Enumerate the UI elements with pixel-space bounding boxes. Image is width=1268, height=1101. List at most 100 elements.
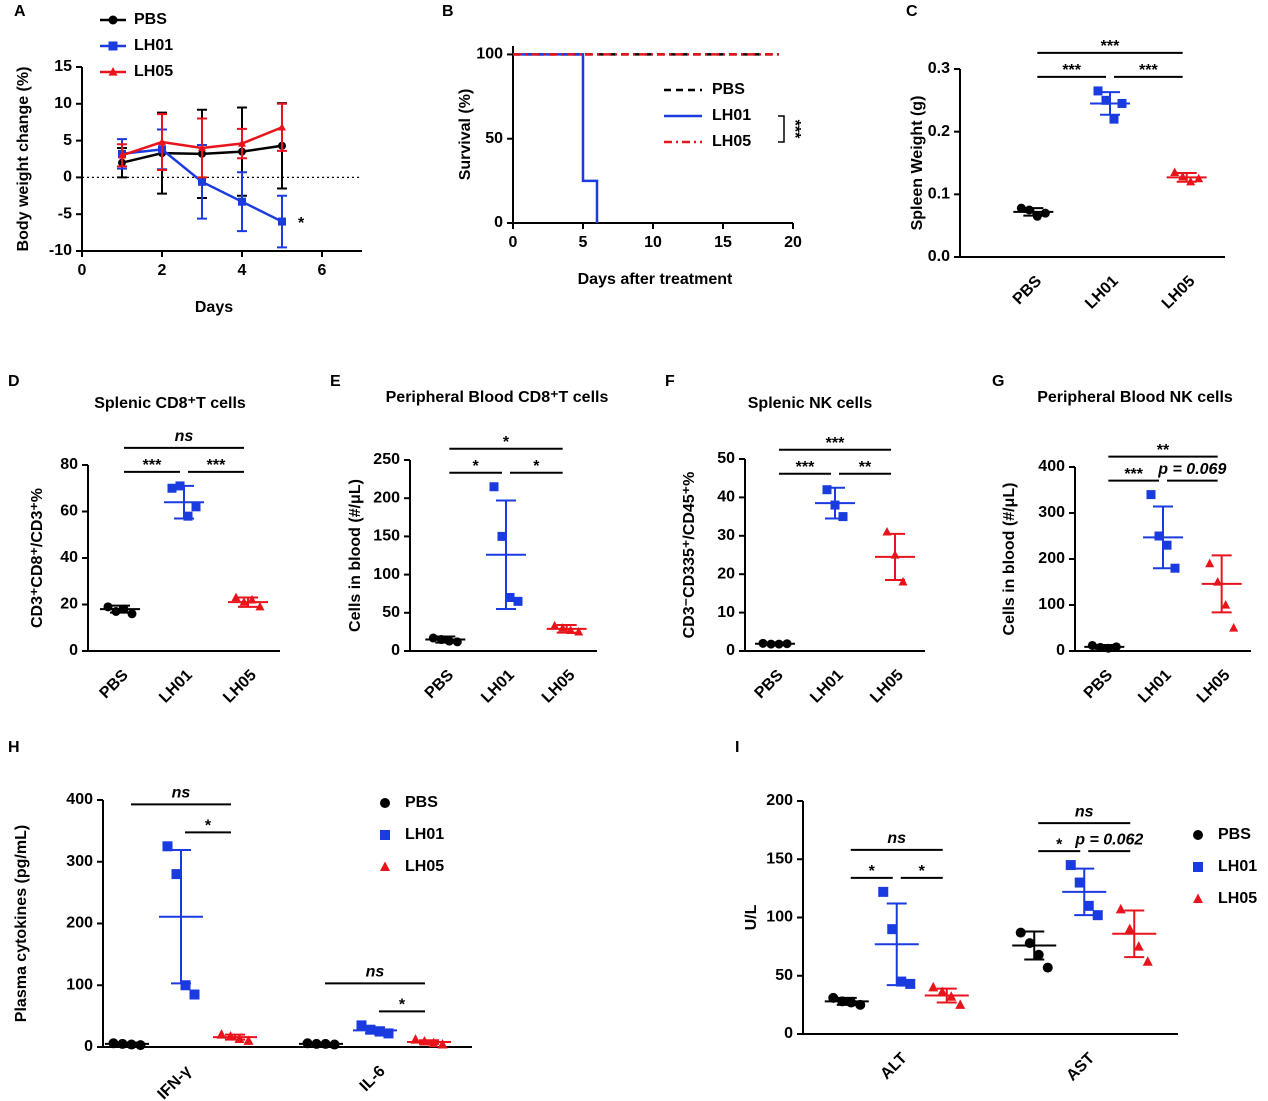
legend-label: LH01 [712, 107, 751, 124]
error-bar [1100, 91, 1120, 116]
marker [167, 483, 177, 493]
error-bar [311, 1042, 331, 1046]
marker [108, 41, 118, 51]
y-tick-label: 150 [766, 850, 793, 867]
marker [238, 197, 246, 206]
significance-label: p = 0.062 [1074, 831, 1143, 848]
error-bar [885, 532, 905, 581]
error-bar [435, 635, 456, 644]
y-axis-label: CD3⁻CD335⁺/CD45⁺% [681, 472, 698, 639]
marker [1092, 910, 1103, 921]
marker [225, 1031, 236, 1041]
significance-label: *** [826, 435, 845, 452]
y-tick-label: 30 [717, 527, 735, 544]
panel-label: B [442, 3, 454, 20]
marker [108, 67, 118, 76]
y-tick-label: -10 [49, 242, 72, 259]
error-bar [836, 996, 857, 1006]
legend-label: LH05 [405, 858, 444, 875]
marker [198, 143, 206, 152]
y-tick-label: 0 [69, 642, 78, 659]
y-axis-label: Survival (%) [457, 89, 474, 181]
x-tick-label: LH01 [156, 667, 196, 707]
marker [497, 531, 507, 541]
marker [905, 978, 916, 989]
annotation: * [298, 215, 305, 232]
marker [198, 177, 206, 186]
marker [1193, 830, 1203, 840]
panel-title: Peripheral Blood CD8⁺T cells [386, 389, 609, 406]
marker [135, 1040, 146, 1051]
x-tick-label: PBS [1010, 273, 1046, 309]
y-tick-label: 40 [60, 549, 78, 566]
marker [171, 869, 182, 880]
error-bar [1153, 505, 1173, 570]
y-tick-label: -5 [58, 205, 72, 222]
error-bar [936, 987, 957, 1004]
marker [955, 999, 966, 1009]
legend-label: PBS [134, 11, 167, 28]
significance-label: ns [172, 785, 191, 802]
y-tick-label: 60 [60, 503, 78, 520]
marker [380, 861, 390, 871]
marker [278, 217, 286, 226]
significance-label: * [1056, 836, 1063, 853]
series-line [513, 53, 599, 223]
y-tick-label: 50 [775, 967, 793, 984]
panel-title: Peripheral Blood NK cells [1037, 389, 1233, 406]
marker [383, 1028, 394, 1039]
panel-title: Splenic NK cells [748, 395, 873, 412]
marker [118, 150, 126, 159]
y-tick-label: 0 [726, 642, 735, 659]
marker [1109, 114, 1119, 124]
significance-label: * [919, 863, 926, 880]
panel-label: H [8, 739, 20, 756]
significance-bracket [778, 115, 785, 143]
error-bar [365, 1026, 385, 1035]
marker [822, 485, 832, 495]
significance-label: ** [1157, 442, 1170, 459]
x-tick-label: PBS [422, 667, 458, 703]
x-tick-label: PBS [1081, 667, 1117, 703]
y-tick-label: 0.2 [928, 123, 950, 140]
x-tick-label: 5 [579, 234, 588, 251]
marker [1074, 877, 1085, 888]
significance-label: *** [796, 459, 815, 476]
x-axis-label: Days [195, 299, 233, 316]
x-tick-label: 2 [158, 262, 167, 279]
error-bar [174, 484, 194, 520]
legend-label: LH05 [712, 133, 751, 150]
y-tick-label: 300 [1038, 504, 1065, 521]
y-tick-label: 200 [766, 792, 793, 809]
x-tick-label: LH05 [220, 667, 260, 707]
marker [180, 980, 191, 991]
legend-label: LH01 [405, 826, 444, 843]
marker [1221, 600, 1231, 609]
marker [1170, 563, 1180, 573]
marker [1229, 623, 1239, 632]
y-tick-label: 200 [373, 489, 400, 506]
marker [191, 502, 201, 512]
legend-label: LH01 [1218, 858, 1257, 875]
significance-label: * [533, 458, 540, 475]
significance-label: * [869, 863, 876, 880]
panel-title: Splenic CD8⁺T cells [94, 395, 246, 412]
y-tick-label: 0 [84, 1038, 93, 1055]
significance-label: *** [1101, 38, 1120, 55]
y-tick-label: 50 [382, 604, 400, 621]
error-bar [1124, 909, 1145, 959]
significance-label: *** [207, 457, 226, 474]
y-tick-label: 100 [476, 46, 503, 63]
legend-label: LH01 [134, 37, 173, 54]
significance-label: ns [887, 830, 906, 847]
x-tick-label: LH01 [1135, 667, 1175, 707]
marker [1142, 956, 1153, 966]
x-tick-label: LH05 [539, 667, 579, 707]
panel-label: G [992, 373, 1004, 390]
marker [380, 830, 390, 840]
marker [243, 1035, 254, 1045]
marker [189, 989, 200, 1000]
y-tick-label: 200 [1038, 550, 1065, 567]
y-tick-label: 400 [1038, 458, 1065, 475]
significance-label: *** [1139, 62, 1158, 79]
